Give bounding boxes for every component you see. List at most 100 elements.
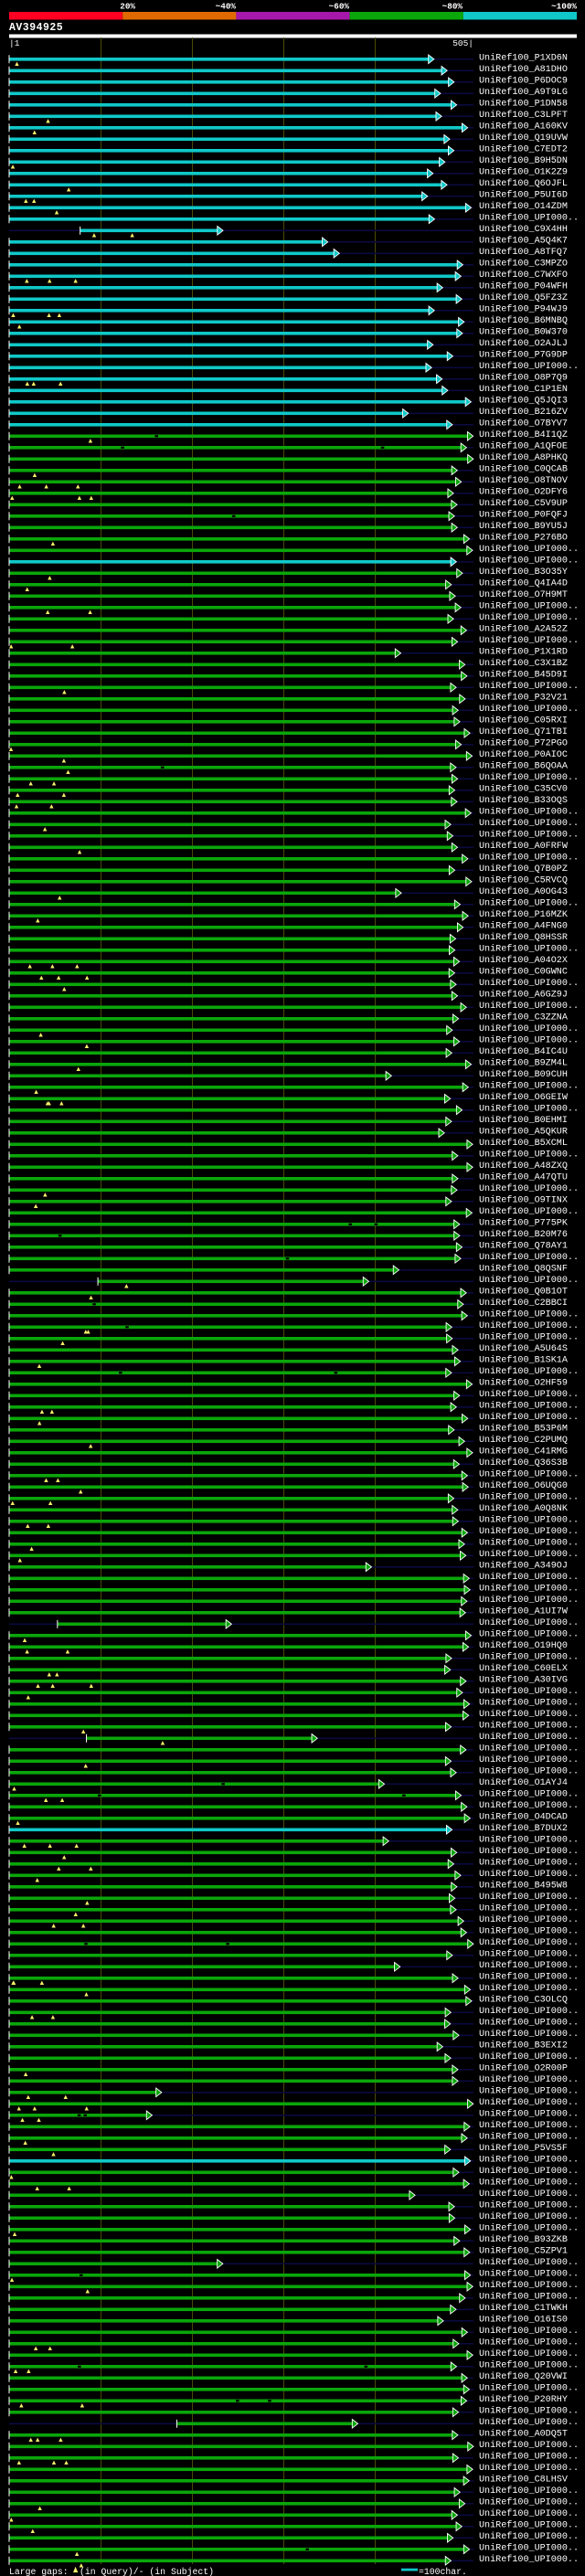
svg-text:UniRef100_Q36S3B: UniRef100_Q36S3B [479, 1458, 568, 1468]
svg-text:UniRef100_UPI000..: UniRef100_UPI000.. [479, 2360, 579, 2371]
svg-text:UniRef100_Q5JQI3: UniRef100_Q5JQI3 [479, 396, 568, 407]
svg-text:UniRef100_UPI000..: UniRef100_UPI000.. [479, 1732, 579, 1743]
svg-text:UniRef100_C1TWKH: UniRef100_C1TWKH [479, 2303, 568, 2314]
svg-text:UniRef100_UPI000..: UniRef100_UPI000.. [479, 2440, 579, 2451]
svg-text:UniRef100_P94WJ9: UniRef100_P94WJ9 [479, 304, 568, 315]
svg-text:UniRef100_O2HF59: UniRef100_O2HF59 [479, 1378, 568, 1389]
svg-text:UniRef100_Q5FZ3Z: UniRef100_Q5FZ3Z [479, 292, 568, 303]
svg-text:UniRef100_A48ZXQ: UniRef100_A48ZXQ [479, 1161, 568, 1171]
svg-text:UniRef100_A160KV: UniRef100_A160KV [479, 122, 568, 133]
svg-text:UniRef100_C2BBCI: UniRef100_C2BBCI [479, 1298, 568, 1309]
svg-text:UniRef100_UPI000..: UniRef100_UPI000.. [479, 1401, 579, 1412]
svg-text:UniRef100_Q7B0PZ: UniRef100_Q7B0PZ [479, 864, 568, 875]
svg-text:~80%: ~80% [442, 2, 463, 12]
svg-text:UniRef100_UPI000..: UniRef100_UPI000.. [479, 2051, 579, 2062]
svg-text:(in Query)/- (in Subject): (in Query)/- (in Subject) [80, 2567, 214, 2576]
svg-text:UniRef100_B0W370: UniRef100_B0W370 [479, 327, 568, 338]
svg-text:UniRef100_UPI000..: UniRef100_UPI000.. [479, 1858, 579, 1869]
svg-text:UniRef100_P16MZK: UniRef100_P16MZK [479, 909, 569, 920]
svg-text:UniRef100_UPI000..: UniRef100_UPI000.. [479, 1526, 579, 1537]
svg-text:UniRef100_C8LHSV: UniRef100_C8LHSV [479, 2475, 568, 2486]
svg-text:UniRef100_UPI000..: UniRef100_UPI000.. [479, 1183, 579, 1194]
svg-text:UniRef100_B6QOAA: UniRef100_B6QOAA [479, 761, 569, 772]
svg-text:UniRef100_UPI000..: UniRef100_UPI000.. [479, 2280, 579, 2291]
svg-text:UniRef100_UPI000..: UniRef100_UPI000.. [479, 1652, 579, 1663]
svg-text:UniRef100_P5VS5F: UniRef100_P5VS5F [479, 2143, 568, 2154]
svg-text:UniRef100_C0QCAB: UniRef100_C0QCAB [479, 464, 568, 475]
svg-text:UniRef100_A349OJ: UniRef100_A349OJ [479, 1561, 568, 1572]
svg-text:UniRef100_UPI000..: UniRef100_UPI000.. [479, 2132, 579, 2143]
svg-text:UniRef100_O6UQG0: UniRef100_O6UQG0 [479, 1480, 568, 1491]
svg-text:UniRef100_UPI000..: UniRef100_UPI000.. [479, 635, 579, 646]
svg-text:UniRef100_C5V9UP: UniRef100_C5V9UP [479, 498, 568, 509]
svg-text:UniRef100_O9TINX: UniRef100_O9TINX [479, 1195, 568, 1206]
svg-text:UniRef100_Q8QSNF: UniRef100_Q8QSNF [479, 1264, 568, 1275]
svg-text:UniRef100_UPI000..: UniRef100_UPI000.. [479, 2326, 579, 2337]
svg-text:UniRef100_UPI000..: UniRef100_UPI000.. [479, 1150, 579, 1161]
svg-text:UniRef100_UPI000..: UniRef100_UPI000.. [479, 2086, 579, 2097]
svg-text:UniRef100_Q4IA4D: UniRef100_Q4IA4D [479, 578, 568, 589]
svg-text:UniRef100_O2AJLJ: UniRef100_O2AJLJ [479, 338, 568, 349]
svg-text:UniRef100_UPI000..: UniRef100_UPI000.. [479, 2006, 579, 2017]
svg-text:UniRef100_A0OG43: UniRef100_A0OG43 [479, 886, 568, 897]
svg-text:UniRef100_C7EDT2: UniRef100_C7EDT2 [479, 144, 568, 155]
svg-text:UniRef100_UPI000..: UniRef100_UPI000.. [479, 1469, 579, 1480]
svg-text:UniRef100_B20M76: UniRef100_B20M76 [479, 1229, 568, 1240]
svg-text:UniRef100_UPI000..: UniRef100_UPI000.. [479, 2155, 579, 2166]
svg-text:UniRef100_UPI000..: UniRef100_UPI000.. [479, 1549, 579, 1560]
svg-text:UniRef100_O6GEIW: UniRef100_O6GEIW [479, 1092, 569, 1103]
svg-text:UniRef100_UPI000..: UniRef100_UPI000.. [479, 2189, 579, 2200]
svg-text:UniRef100_C0GWNC: UniRef100_C0GWNC [479, 967, 568, 978]
svg-text:UniRef100_UPI000..: UniRef100_UPI000.. [479, 2486, 579, 2496]
svg-text:UniRef100_UPI000..: UniRef100_UPI000.. [479, 544, 579, 555]
svg-text:UniRef100_Q71TBI: UniRef100_Q71TBI [479, 726, 568, 737]
svg-text:UniRef100_UPI000..: UniRef100_UPI000.. [479, 2292, 579, 2303]
svg-text:UniRef100_UPI000..: UniRef100_UPI000.. [479, 2337, 579, 2348]
svg-text:UniRef100_A2A52Z: UniRef100_A2A52Z [479, 624, 568, 635]
svg-text:UniRef100_UPI000..: UniRef100_UPI000.. [479, 2520, 579, 2531]
svg-text:UniRef100_UPI000..: UniRef100_UPI000.. [479, 2269, 579, 2280]
svg-text:UniRef100_UPI000..: UniRef100_UPI000.. [479, 2223, 579, 2234]
svg-text:UniRef100_UPI000..: UniRef100_UPI000.. [479, 2018, 579, 2029]
svg-text:UniRef100_UPI000..: UniRef100_UPI000.. [479, 1617, 579, 1628]
svg-text:UniRef100_A9T9LG: UniRef100_A9T9LG [479, 87, 568, 98]
svg-text:UniRef100_UPI000..: UniRef100_UPI000.. [479, 1972, 579, 1983]
svg-text:UniRef100_UPI000..: UniRef100_UPI000.. [479, 1698, 579, 1709]
svg-text:UniRef100_C3MPZO: UniRef100_C3MPZO [479, 259, 568, 270]
svg-text:UniRef100_A5QKUR: UniRef100_A5QKUR [479, 1127, 568, 1138]
svg-text:UniRef100_UPI000..: UniRef100_UPI000.. [479, 1892, 579, 1903]
svg-text:UniRef100_UPI000..: UniRef100_UPI000.. [479, 704, 579, 715]
svg-text:UniRef100_O16IS0: UniRef100_O16IS0 [479, 2315, 568, 2326]
svg-text:UniRef100_UPI000..: UniRef100_UPI000.. [479, 2097, 579, 2108]
svg-text:UniRef100_C05RXI: UniRef100_C05RXI [479, 716, 568, 726]
svg-text:UniRef100_UPI000..: UniRef100_UPI000.. [479, 2348, 579, 2359]
svg-text:UniRef100_C3X1BZ: UniRef100_C3X1BZ [479, 658, 568, 669]
svg-text:UniRef100_UPI000..: UniRef100_UPI000.. [479, 1766, 579, 1777]
svg-text:UniRef100_P1XD6N: UniRef100_P1XD6N [479, 53, 568, 64]
svg-text:UniRef100_UPI000..: UniRef100_UPI000.. [479, 2166, 579, 2177]
svg-text:UniRef100_UPI000..: UniRef100_UPI000.. [479, 1332, 579, 1343]
svg-text:UniRef100_UPI000..: UniRef100_UPI000.. [479, 2257, 579, 2268]
svg-text:UniRef100_UPI000..: UniRef100_UPI000.. [479, 2497, 579, 2508]
svg-text:UniRef100_O4DCAD: UniRef100_O4DCAD [479, 1812, 568, 1823]
svg-text:UniRef100_B45D9I: UniRef100_B45D9I [479, 670, 568, 681]
svg-text:UniRef100_B4IC4U: UniRef100_B4IC4U [479, 1046, 568, 1057]
svg-text:UniRef100_UPI000..: UniRef100_UPI000.. [479, 612, 579, 623]
svg-text:UniRef100_Q19UVW: UniRef100_Q19UVW [479, 133, 569, 143]
svg-text:UniRef100_UPI000..: UniRef100_UPI000.. [479, 1846, 579, 1857]
svg-text:UniRef100_UPI000..: UniRef100_UPI000.. [479, 1789, 579, 1800]
svg-text:UniRef100_UPI000..: UniRef100_UPI000.. [479, 944, 579, 955]
svg-text:UniRef100_UPI000..: UniRef100_UPI000.. [479, 213, 579, 224]
svg-text:UniRef100_UPI000..: UniRef100_UPI000.. [479, 1572, 579, 1583]
svg-text:UniRef100_A47QTU: UniRef100_A47QTU [479, 1172, 568, 1183]
svg-text:UniRef100_UPI000..: UniRef100_UPI000.. [479, 1960, 579, 1971]
svg-text:UniRef100_C3LPFT: UniRef100_C3LPFT [479, 110, 568, 121]
svg-text:UniRef100_A30IVG: UniRef100_A30IVG [479, 1675, 568, 1686]
svg-text:UniRef100_UPI000..: UniRef100_UPI000.. [479, 1926, 579, 1937]
svg-text:UniRef100_P5UI6D: UniRef100_P5UI6D [479, 190, 568, 201]
svg-text:UniRef100_C60ELX: UniRef100_C60ELX [479, 1663, 568, 1674]
svg-text:UniRef100_UPI000..: UniRef100_UPI000.. [479, 898, 579, 909]
svg-text:UniRef100_B4I1QZ: UniRef100_B4I1QZ [479, 429, 568, 440]
svg-text:UniRef100_Q0B1OT: UniRef100_Q0B1OT [479, 1287, 568, 1298]
svg-text:UniRef100_UPI000..: UniRef100_UPI000.. [479, 1104, 579, 1115]
